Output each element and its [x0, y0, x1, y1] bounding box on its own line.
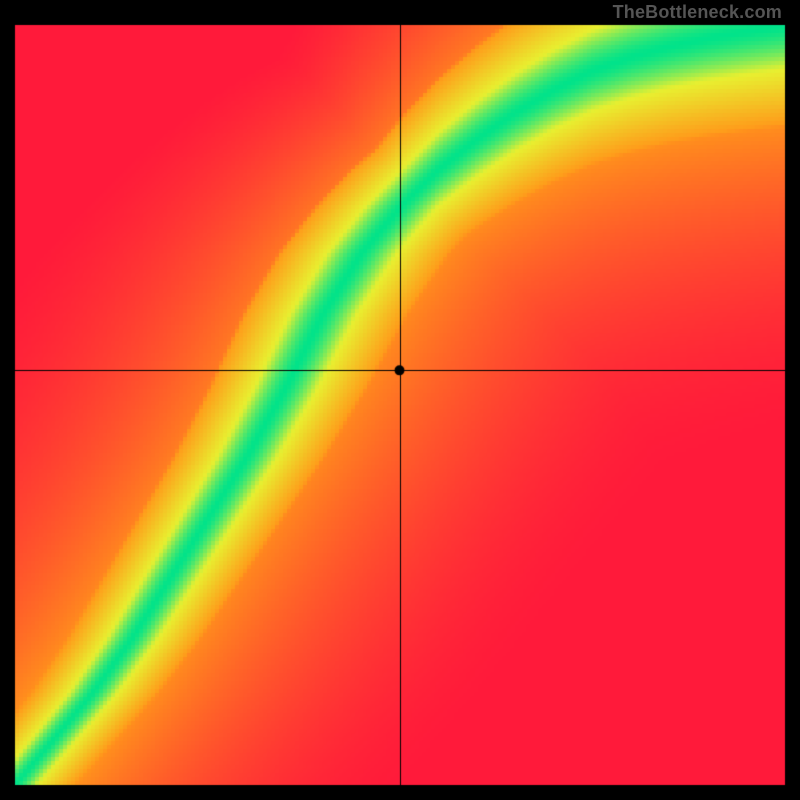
chart-container: TheBottleneck.com	[0, 0, 800, 800]
watermark-text: TheBottleneck.com	[613, 2, 782, 23]
heatmap-canvas	[0, 0, 800, 800]
